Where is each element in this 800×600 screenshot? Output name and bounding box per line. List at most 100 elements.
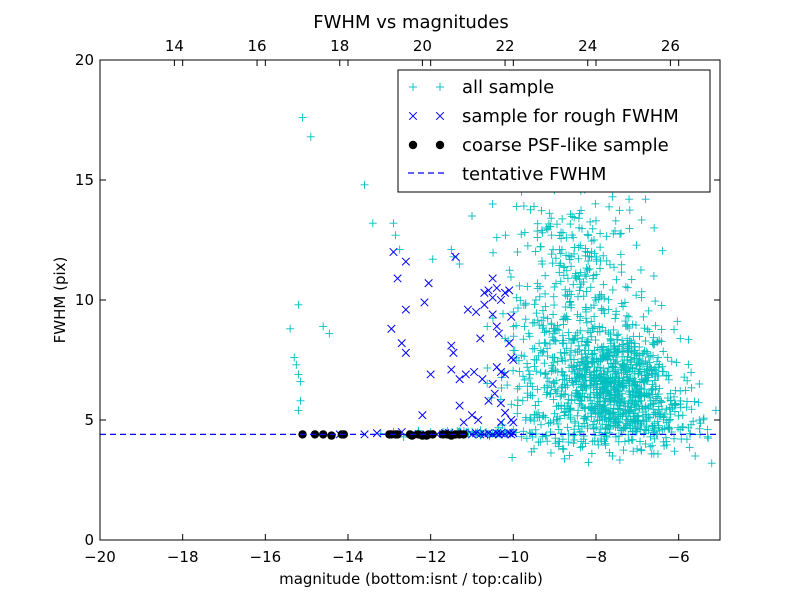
data-point-all-sample	[597, 306, 606, 315]
data-point-rough-fwhm	[494, 329, 504, 338]
data-point-all-sample	[674, 423, 683, 432]
data-point-all-sample	[485, 432, 494, 441]
data-point-all-sample	[586, 381, 595, 390]
data-point-rough-fwhm	[401, 257, 411, 266]
data-point-all-sample	[551, 279, 560, 288]
data-point-all-sample	[631, 381, 640, 390]
data-point-all-sample	[553, 367, 562, 376]
data-point-all-sample	[655, 384, 664, 393]
data-point-all-sample	[575, 365, 584, 374]
data-point-all-sample	[622, 311, 631, 320]
data-point-rough-fwhm	[505, 286, 514, 295]
data-point-all-sample	[621, 282, 630, 291]
data-point-all-sample	[565, 287, 574, 296]
data-point-all-sample	[541, 271, 550, 280]
data-point-rough-fwhm	[484, 396, 493, 405]
data-point-all-sample	[558, 214, 567, 223]
data-point-all-sample	[548, 364, 557, 373]
data-point-all-sample	[508, 453, 517, 462]
data-point-all-sample	[651, 321, 660, 330]
data-point-all-sample	[590, 312, 599, 321]
x-tick-label: −6	[668, 548, 690, 566]
data-point-all-sample	[543, 351, 552, 360]
data-point-all-sample	[654, 363, 663, 372]
data-point-all-sample	[615, 374, 624, 383]
data-point-all-sample	[562, 233, 571, 242]
data-point-all-sample	[530, 344, 539, 353]
data-point-all-sample	[621, 317, 630, 326]
data-point-all-sample	[564, 438, 573, 447]
legend-item-all-sample: all sample	[409, 77, 554, 98]
axis-ticks: −20 −18 −16 −14 −12 −10 −8 −6 14 16 18 20 22 24 26 0 5 10…	[75, 37, 720, 566]
data-point-all-sample	[582, 416, 591, 425]
data-point-all-sample	[551, 326, 560, 335]
data-point-all-sample	[619, 446, 628, 455]
data-point-all-sample	[645, 393, 654, 402]
data-point-all-sample	[687, 368, 696, 377]
data-point-all-sample	[286, 324, 295, 333]
data-point-all-sample	[591, 293, 600, 302]
data-point-all-sample	[564, 328, 573, 337]
data-point-all-sample	[625, 206, 634, 215]
data-point-all-sample	[522, 434, 531, 443]
data-point-all-sample	[609, 404, 618, 413]
data-point-all-sample	[624, 348, 633, 357]
data-point-all-sample	[664, 423, 673, 432]
data-point-all-sample	[588, 350, 597, 359]
data-point-all-sample	[625, 224, 634, 233]
data-point-all-sample	[625, 344, 634, 353]
data-point-all-sample	[590, 349, 599, 358]
data-point-all-sample	[521, 315, 530, 324]
data-point-all-sample	[581, 365, 590, 374]
data-point-rough-fwhm	[471, 307, 481, 317]
data-point-all-sample	[614, 330, 623, 339]
data-point-all-sample	[566, 404, 575, 413]
data-point-all-sample	[292, 360, 301, 369]
data-point-all-sample	[558, 444, 567, 453]
data-point-all-sample	[567, 391, 576, 400]
data-point-all-sample	[635, 384, 644, 393]
data-point-rough-fwhm	[496, 367, 506, 377]
data-point-all-sample	[533, 227, 542, 236]
y-axis-label: FWHM (pix)	[51, 257, 69, 344]
data-point-all-sample	[319, 322, 328, 331]
data-point-all-sample	[368, 219, 377, 228]
data-point-all-sample	[549, 416, 558, 425]
legend-label-all-sample: all sample	[462, 77, 554, 98]
data-point-all-sample	[608, 192, 617, 201]
data-point-all-sample	[551, 337, 560, 346]
data-point-all-sample	[530, 300, 539, 309]
y-tick-label: 10	[75, 291, 94, 309]
data-point-all-sample	[651, 297, 660, 306]
data-point-all-sample	[685, 443, 694, 452]
data-point-all-sample	[290, 353, 299, 362]
data-point-all-sample	[543, 383, 552, 392]
data-point-all-sample	[579, 278, 588, 287]
data-point-all-sample	[612, 310, 621, 319]
data-point-all-sample	[571, 271, 580, 280]
data-point-all-sample	[647, 449, 656, 458]
data-point-all-sample	[633, 358, 642, 367]
data-point-all-sample	[540, 338, 549, 347]
data-point-all-sample	[524, 329, 533, 338]
data-point-all-sample	[555, 261, 564, 270]
data-point-all-sample	[537, 226, 546, 235]
data-point-all-sample	[545, 327, 554, 336]
data-point-rough-fwhm	[496, 295, 506, 305]
y-tick-label: 0	[84, 531, 94, 549]
data-point-all-sample	[569, 355, 578, 364]
data-point-all-sample	[665, 403, 674, 412]
data-point-all-sample	[587, 449, 596, 458]
data-point-rough-fwhm	[455, 401, 464, 410]
data-point-all-sample	[575, 373, 584, 382]
data-point-all-sample	[488, 200, 497, 208]
data-point-all-sample	[589, 424, 598, 433]
data-point-all-sample	[599, 251, 608, 260]
data-point-all-sample	[587, 317, 596, 326]
legend: all sample sample for rough FWHM coarse …	[397, 69, 711, 193]
data-point-all-sample	[599, 305, 608, 314]
data-point-all-sample	[562, 344, 571, 353]
data-point-all-sample	[566, 406, 575, 415]
data-point-all-sample	[576, 283, 585, 292]
data-point-all-sample	[609, 342, 618, 351]
